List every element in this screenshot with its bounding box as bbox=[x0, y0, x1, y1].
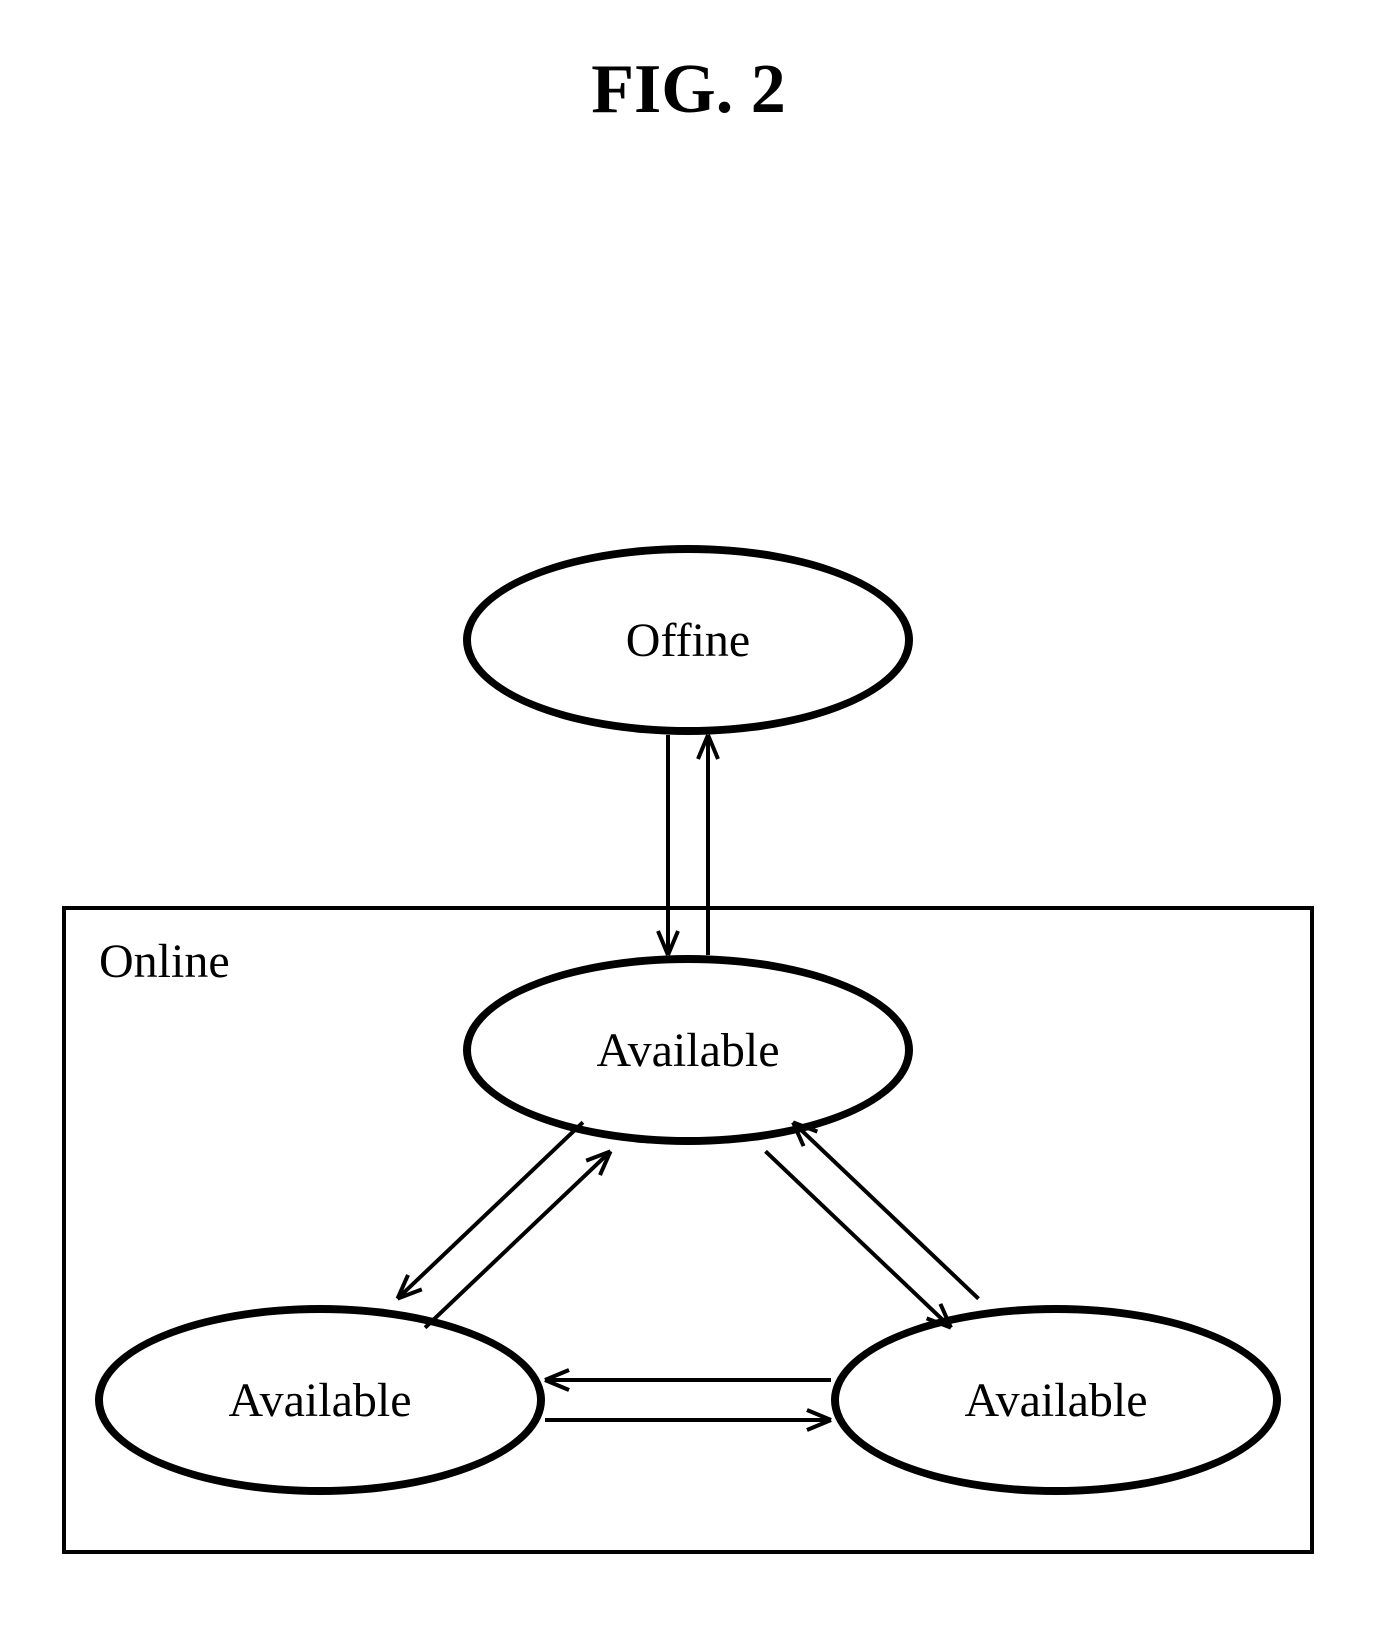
node-offline: Offine bbox=[463, 545, 913, 735]
node-available-bottom-right: Available bbox=[831, 1305, 1281, 1495]
node-available-bl-label: Available bbox=[228, 1373, 411, 1428]
diagram-canvas: FIG. 2 Online Offine Available Available… bbox=[0, 0, 1377, 1649]
online-box-label: Online bbox=[99, 934, 230, 989]
node-available-bottom-left: Available bbox=[95, 1305, 545, 1495]
node-offline-label: Offine bbox=[626, 613, 750, 668]
node-available-top: Available bbox=[463, 955, 913, 1145]
node-available-top-label: Available bbox=[596, 1023, 779, 1078]
node-available-br-label: Available bbox=[964, 1373, 1147, 1428]
figure-title: FIG. 2 bbox=[591, 50, 785, 130]
